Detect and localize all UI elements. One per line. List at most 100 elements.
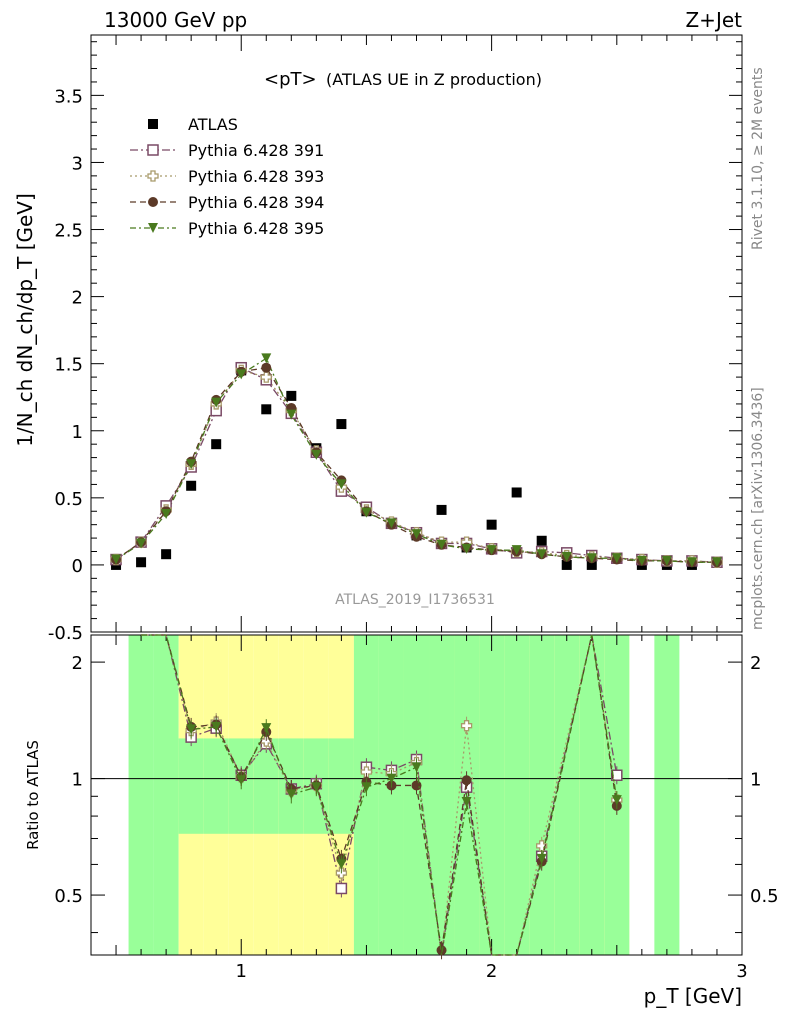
point-pythia-6-428-395 [286, 409, 297, 420]
point-pythia-6-428-395 [636, 555, 647, 566]
ratio-tick-label: 2 [750, 653, 761, 674]
ratio-point-pythia-6-428-394 [461, 775, 472, 786]
legend-label: Pythia 6.428 394 [188, 193, 324, 212]
point-pythia-6-428-395 [411, 529, 422, 540]
ratio-point-pythia-6-428-395 [336, 859, 347, 870]
watermark-label: ATLAS_2019_I1736531 [335, 592, 495, 608]
point-atlas [561, 559, 572, 570]
point-pythia-6-428-395 [511, 545, 522, 556]
band-green [479, 635, 505, 955]
legend-label: Pythia 6.428 391 [188, 141, 324, 160]
mcplots-label: mcplots.cern.ch [arXiv:1306.3436] [750, 387, 766, 630]
point-atlas [286, 390, 297, 401]
point-atlas [436, 504, 447, 515]
x-tick-label: 1 [236, 961, 247, 982]
point-pythia-6-428-395 [661, 555, 672, 566]
band-green [178, 738, 204, 834]
point-pythia-6-428-393 [260, 371, 272, 383]
point-pythia-6-428-395 [311, 449, 322, 460]
legend: ATLAS Pythia 6.428 391 Pythia 6.428 393 Pyt… [130, 115, 324, 238]
rivet-label: Rivet 3.1.10, ≥ 2M events [750, 67, 766, 250]
ratio-point-pythia-6-428-395 [536, 853, 547, 864]
process-label: Z+Jet [685, 8, 742, 32]
legend-label: ATLAS [188, 115, 238, 134]
x-tick-label: 2 [486, 961, 497, 982]
point-atlas [486, 519, 497, 530]
ratio-point-pythia-6-428-395 [611, 795, 622, 806]
ratio-tick-label: 0.5 [54, 886, 83, 907]
point-pythia-6-428-395 [161, 508, 172, 519]
point-pythia-6-428-395 [436, 539, 447, 550]
y-tick-label: 1.5 [54, 355, 83, 376]
ratio-point-pythia-6-428-395 [236, 775, 247, 786]
point-pythia-6-428-395 [236, 369, 247, 380]
point-pythia-6-428-395 [461, 543, 472, 554]
y-tick-label: 3 [72, 153, 83, 174]
ratio-tick-label: 1 [750, 770, 761, 791]
band-green [403, 635, 430, 955]
point-pythia-6-428-395 [111, 554, 122, 565]
legend-marker [147, 170, 159, 182]
point-pythia-6-428-395 [136, 538, 147, 549]
legend-label: Pythia 6.428 393 [188, 167, 324, 186]
band-green [429, 635, 455, 955]
point-atlas [586, 559, 597, 570]
ratio-y-axis-label: Ratio to ATLAS [24, 740, 42, 850]
point-atlas [336, 419, 347, 430]
chart-title: <pT> [264, 69, 317, 90]
band-green [328, 738, 354, 834]
ratio-tick-label: 0.5 [750, 886, 779, 907]
chart-subtitle: (ATLAS UE in Z production) [326, 70, 542, 89]
ratio-point-pythia-6-428-395 [261, 723, 272, 734]
point-atlas [261, 404, 272, 415]
x-tick-label: 3 [736, 961, 747, 982]
point-atlas [161, 549, 172, 560]
ratio-point-pythia-6-428-395 [361, 782, 372, 793]
ratio-point-pythia-6-428-395 [286, 789, 297, 800]
point-pythia-6-428-395 [186, 459, 197, 470]
ratio-point-pythia-6-428-395 [186, 724, 197, 735]
y-tick-label: 2 [72, 288, 83, 309]
legend-label: Pythia 6.428 395 [188, 219, 324, 238]
point-pythia-6-428-395 [686, 557, 697, 568]
y-tick-label: 0 [72, 556, 83, 577]
ratio-point-pythia-6-428-395 [211, 721, 222, 732]
legend-marker [148, 197, 158, 207]
legend-marker [147, 144, 159, 156]
x-axis-label: p_T [GeV] [644, 984, 742, 1008]
ratio-points [141, 634, 623, 960]
y-tick-label: 1 [72, 422, 83, 443]
axes: 0 0.5 1 1.5 2 2.5 3 3.5 -0.5 1 2 3 0.5 0.5 1 1 2 2 [48, 34, 779, 982]
point-pythia-6-428-395 [561, 551, 572, 562]
band-green [554, 635, 580, 955]
ratio-point-pythia-6-428-395 [386, 773, 397, 784]
ratio-point-pythia-6-428-394 [436, 945, 447, 956]
ratio-point-pythia-6-428-395 [461, 796, 472, 807]
y-tick-label: 3.5 [54, 86, 83, 107]
band-green [153, 635, 179, 955]
point-pythia-6-428-395 [586, 553, 597, 564]
band-green [504, 635, 530, 955]
point-pythia-6-428-395 [486, 545, 497, 556]
point-pythia-6-428-395 [711, 557, 722, 568]
data-points [110, 353, 723, 570]
point-pythia-6-428-395 [361, 507, 372, 518]
band-green [128, 635, 154, 955]
band-green [378, 635, 404, 955]
uncertainty-bands [128, 635, 680, 955]
y-axis-label: 1/N_ch dN_ch/dp_T [GeV] [13, 193, 37, 447]
ratio-point-pythia-6-428-393 [460, 720, 473, 732]
band-green [654, 635, 680, 955]
band-green [203, 738, 229, 834]
point-pythia-6-428-395 [261, 353, 272, 364]
ratio-point-pythia-6-428-393 [536, 840, 548, 852]
point-atlas [511, 487, 522, 498]
ratio-point-pythia-6-428-395 [411, 762, 422, 773]
y-tick-label: 0.5 [54, 489, 83, 510]
ratio-point-pythia-6-428-393 [360, 766, 373, 778]
ratio-tick-label: 1 [72, 770, 83, 791]
point-pythia-6-428-395 [386, 518, 397, 529]
point-pythia-6-428-394 [261, 362, 272, 373]
legend-marker [148, 223, 158, 233]
